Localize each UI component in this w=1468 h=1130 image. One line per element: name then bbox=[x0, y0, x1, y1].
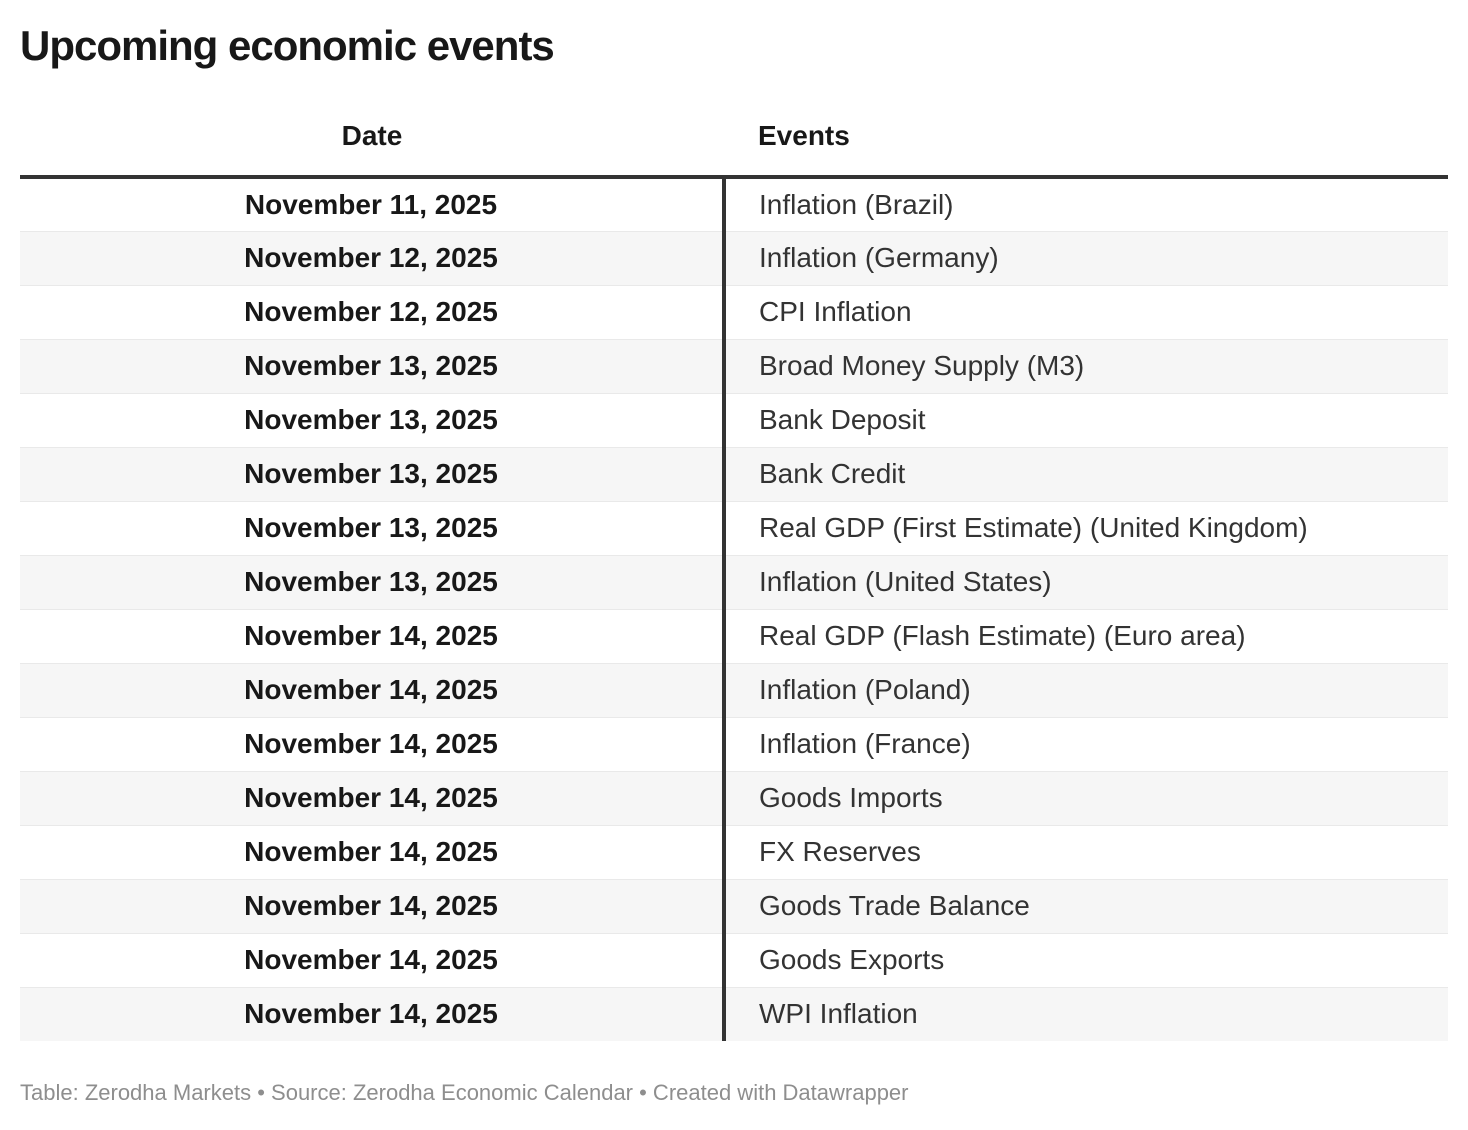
date-cell: November 13, 2025 bbox=[20, 392, 724, 447]
event-cell: Real GDP (First Estimate) (United Kingdo… bbox=[722, 500, 1448, 555]
event-cell: Goods Trade Balance bbox=[722, 878, 1448, 933]
event-cell: Real GDP (Flash Estimate) (Euro area) bbox=[722, 608, 1448, 663]
event-cell: Bank Deposit bbox=[722, 392, 1448, 447]
table-row: November 13, 2025 Bank Deposit bbox=[20, 392, 1448, 447]
date-cell: November 14, 2025 bbox=[20, 932, 724, 987]
event-cell: Inflation (United States) bbox=[722, 554, 1448, 609]
event-cell: CPI Inflation bbox=[722, 284, 1448, 339]
event-cell: Broad Money Supply (M3) bbox=[722, 338, 1448, 393]
event-cell: Inflation (France) bbox=[722, 716, 1448, 771]
table-header: Date Events bbox=[20, 119, 1448, 179]
date-cell: November 14, 2025 bbox=[20, 716, 724, 771]
table-row: November 12, 2025 Inflation (Germany) bbox=[20, 230, 1448, 285]
page-title: Upcoming economic events bbox=[20, 22, 555, 69]
attribution-footer: Table: Zerodha Markets • Source: Zerodha… bbox=[20, 1080, 909, 1105]
table-row: November 14, 2025 FX Reserves bbox=[20, 824, 1448, 879]
table-row: November 14, 2025 Goods Imports bbox=[20, 770, 1448, 825]
table-row: November 14, 2025 WPI Inflation bbox=[20, 986, 1448, 1041]
table-row: November 14, 2025 Goods Exports bbox=[20, 932, 1448, 987]
table-row: November 14, 2025 Goods Trade Balance bbox=[20, 878, 1448, 933]
event-cell: Bank Credit bbox=[722, 446, 1448, 501]
date-cell: November 13, 2025 bbox=[20, 554, 724, 609]
table-row: November 12, 2025 CPI Inflation bbox=[20, 284, 1448, 339]
date-cell: November 14, 2025 bbox=[20, 878, 724, 933]
table-row: November 13, 2025 Bank Credit bbox=[20, 446, 1448, 501]
chart-container: Upcoming economic events Date Events Nov… bbox=[20, 22, 1448, 1105]
date-cell: November 13, 2025 bbox=[20, 500, 724, 555]
event-cell: Inflation (Germany) bbox=[722, 230, 1448, 285]
date-cell: November 14, 2025 bbox=[20, 662, 724, 717]
date-cell: November 14, 2025 bbox=[20, 608, 724, 663]
column-header-events: Events bbox=[724, 119, 1448, 179]
date-cell: November 14, 2025 bbox=[20, 770, 724, 825]
table-row: November 14, 2025 Inflation (France) bbox=[20, 716, 1448, 771]
column-header-date: Date bbox=[20, 119, 724, 179]
table-row: November 13, 2025 Real GDP (First Estimat… bbox=[20, 500, 1448, 555]
event-cell: Goods Exports bbox=[722, 932, 1448, 987]
event-cell: Inflation (Brazil) bbox=[722, 177, 1448, 231]
table-row: November 13, 2025 Inflation (United State… bbox=[20, 554, 1448, 609]
table-row: November 14, 2025 Real GDP (Flash Estimat… bbox=[20, 608, 1448, 663]
date-cell: November 12, 2025 bbox=[20, 230, 724, 285]
table-row: November 13, 2025 Broad Money Supply (M3) bbox=[20, 338, 1448, 393]
event-cell: Inflation (Poland) bbox=[722, 662, 1448, 717]
table-row: November 11, 2025 Inflation (Brazil) bbox=[20, 177, 1448, 231]
event-cell: Goods Imports bbox=[722, 770, 1448, 825]
event-cell: WPI Inflation bbox=[722, 986, 1448, 1041]
date-cell: November 13, 2025 bbox=[20, 338, 724, 393]
table-row: November 14, 2025 Inflation (Poland) bbox=[20, 662, 1448, 717]
economic-events-table: Date Events November 11, 2025 Inflation (… bbox=[20, 119, 1448, 1041]
table-body: November 11, 2025 Inflation (Brazil) Novem… bbox=[20, 177, 1448, 1041]
date-cell: November 14, 2025 bbox=[20, 824, 724, 879]
date-cell: November 12, 2025 bbox=[20, 284, 724, 339]
date-cell: November 13, 2025 bbox=[20, 446, 724, 501]
event-cell: FX Reserves bbox=[722, 824, 1448, 879]
date-cell: November 14, 2025 bbox=[20, 986, 724, 1041]
date-cell: November 11, 2025 bbox=[244, 188, 498, 220]
